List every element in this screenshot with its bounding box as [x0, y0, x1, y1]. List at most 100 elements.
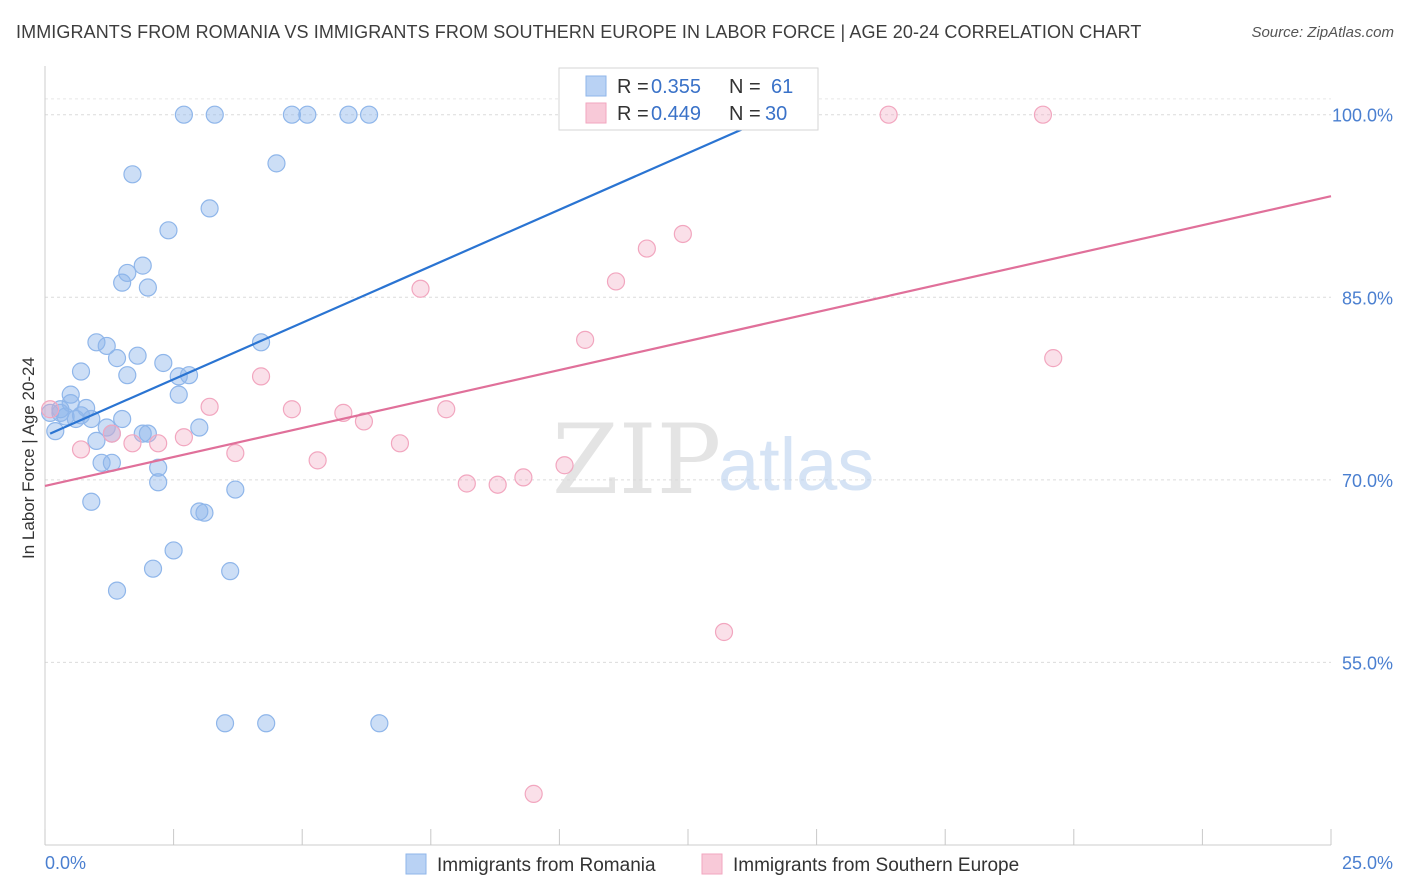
data-point-southern-europe [71, 440, 91, 459]
y-tick-label: 100.0% [1332, 106, 1393, 126]
bottom-legend-swatch-southern-europe [701, 853, 723, 875]
stats-legend: R = 0.355 N = 61 R = 0.449 N = 30 [558, 67, 819, 131]
data-point-southern-europe [437, 400, 456, 419]
x-tick-label: 0.0% [45, 853, 86, 873]
data-point-romania [143, 559, 163, 578]
data-point-southern-europe [488, 475, 507, 494]
source-credit: Source: ZipAtlas.com [1251, 24, 1394, 41]
data-point-southern-europe [123, 434, 142, 453]
data-point-romania [51, 403, 70, 422]
legend-r-label-1: R = [617, 76, 649, 98]
data-point-romania [123, 165, 142, 184]
watermark: ZIP atlas [552, 404, 874, 516]
data-point-romania [164, 541, 183, 560]
data-point-southern-europe [457, 474, 476, 493]
legend-r-value-1: 0.355 [651, 76, 701, 98]
data-point-romania [113, 273, 132, 292]
data-point-southern-europe [411, 279, 430, 298]
trend-line-romania [49, 113, 776, 435]
data-point-romania [215, 714, 235, 733]
data-point-romania [92, 453, 111, 472]
legend-n-label-2: N = [729, 103, 761, 125]
legend-r-value-2: 0.449 [651, 103, 701, 125]
bottom-legend-swatch-romania [405, 853, 427, 875]
data-point-romania [149, 473, 168, 492]
data-point-romania [205, 105, 224, 124]
data-point-southern-europe [1033, 105, 1053, 124]
y-axis-label: In Labor Force | Age 20-24 [19, 357, 38, 559]
data-point-romania [195, 503, 214, 522]
data-point-romania [82, 492, 101, 511]
data-point-romania [174, 105, 193, 124]
data-point-southern-europe [308, 451, 327, 470]
data-point-southern-europe [576, 330, 595, 349]
data-point-romania [107, 349, 127, 368]
data-point-romania [107, 581, 127, 600]
y-tick-labels: 55.0% 70.0% 85.0% 100.0% [1332, 106, 1393, 674]
bottom-legend-southern-europe: Immigrants from Southern Europe [733, 855, 1019, 876]
data-point-southern-europe [226, 443, 245, 463]
data-point-romania [87, 333, 106, 352]
data-point-romania [257, 714, 276, 733]
data-point-romania [113, 409, 132, 429]
data-point-romania [133, 256, 152, 275]
legend-n-value-1: 61 [771, 76, 793, 98]
data-point-romania [339, 105, 358, 124]
y-tick-label: 85.0% [1342, 288, 1393, 308]
data-point-southern-europe [637, 239, 656, 258]
data-point-southern-europe [514, 468, 533, 487]
data-point-romania [87, 431, 106, 450]
data-point-romania [282, 105, 302, 124]
x-tick-label: 25.0% [1342, 853, 1393, 873]
legend-n-label-1: N = [729, 76, 761, 98]
data-point-southern-europe [200, 397, 219, 416]
data-point-southern-europe [524, 784, 543, 803]
data-point-romania [298, 105, 317, 124]
data-point-southern-europe [174, 428, 193, 447]
trend-line-southern-europe [44, 195, 1332, 488]
data-point-southern-europe [673, 224, 692, 244]
legend-r-label-2: R = [617, 103, 649, 125]
data-point-southern-europe [354, 412, 374, 431]
data-point-romania [159, 221, 178, 240]
data-point-romania [221, 562, 240, 581]
data-point-romania [71, 362, 91, 381]
data-point-southern-europe [102, 424, 121, 443]
data-point-southern-europe [149, 434, 168, 453]
data-point-southern-europe [1044, 349, 1063, 368]
data-point-southern-europe [251, 367, 271, 386]
bottom-legend-romania: Immigrants from Romania [437, 855, 656, 876]
data-point-romania [61, 385, 80, 404]
legend-swatch-southern-europe [585, 102, 607, 124]
data-point-romania [97, 336, 116, 356]
data-point-southern-europe [879, 105, 898, 124]
axes [44, 66, 1332, 846]
data-point-southern-europe [606, 272, 626, 291]
y-tick-label: 70.0% [1342, 471, 1393, 491]
watermark-zip: ZIP [552, 404, 721, 516]
data-point-romania [77, 398, 96, 418]
trend-lines [44, 113, 1332, 488]
data-point-southern-europe [41, 400, 60, 419]
data-point-romania [138, 278, 157, 297]
data-point-romania [370, 714, 389, 733]
watermark-atlas: atlas [718, 423, 874, 506]
data-point-romania [118, 366, 137, 385]
data-point-romania [149, 458, 168, 477]
data-point-romania [226, 480, 245, 499]
data-point-southern-europe [714, 622, 734, 642]
data-point-southern-europe [282, 400, 302, 419]
data-point-romania [169, 385, 188, 404]
legend-swatch-romania [585, 75, 607, 97]
data-point-romania [267, 154, 286, 173]
gridlines [45, 98, 1331, 663]
data-point-romania [200, 199, 219, 218]
data-point-romania [359, 105, 379, 124]
chart-title: IMMIGRANTS FROM ROMANIA VS IMMIGRANTS FR… [16, 22, 1142, 42]
data-point-romania [190, 418, 209, 437]
data-point-romania [118, 263, 137, 283]
series-legend: Immigrants from Romania Immigrants from … [405, 853, 1019, 876]
legend-n-value-2: 30 [765, 103, 787, 125]
x-tick-labels: 0.0% 25.0% [45, 853, 1393, 873]
